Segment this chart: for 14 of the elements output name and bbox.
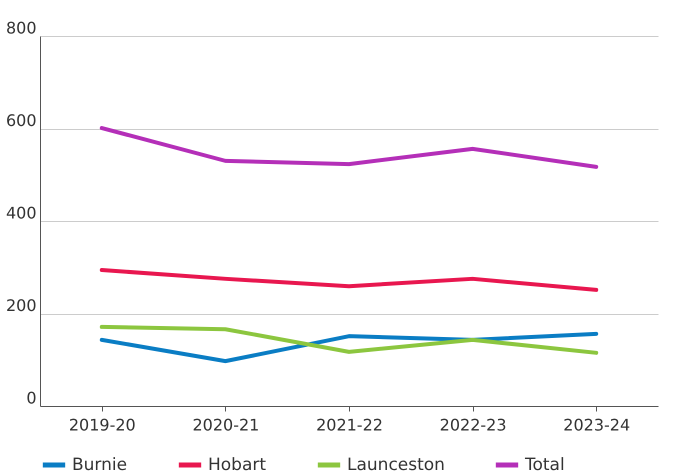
x-tick-label: 2020-21 (192, 416, 260, 434)
y-tick-label: 800 (6, 18, 36, 38)
x-tick-label: 2022-23 (440, 416, 507, 434)
legend-label: Launceston (347, 455, 445, 474)
legend-label: Total (524, 455, 565, 474)
y-tick-label: 200 (6, 296, 36, 315)
x-tick-label: 2021-22 (316, 416, 383, 434)
legend-label: Burnie (72, 455, 128, 474)
y-tick-label: 0 (26, 388, 36, 408)
x-tick-label: 2019-20 (68, 416, 136, 434)
y-tick-label: 400 (6, 204, 36, 222)
legend-label: Hobart (208, 455, 266, 474)
y-tick-label: 600 (6, 111, 36, 130)
x-tick-label: 2023-24 (563, 416, 630, 434)
